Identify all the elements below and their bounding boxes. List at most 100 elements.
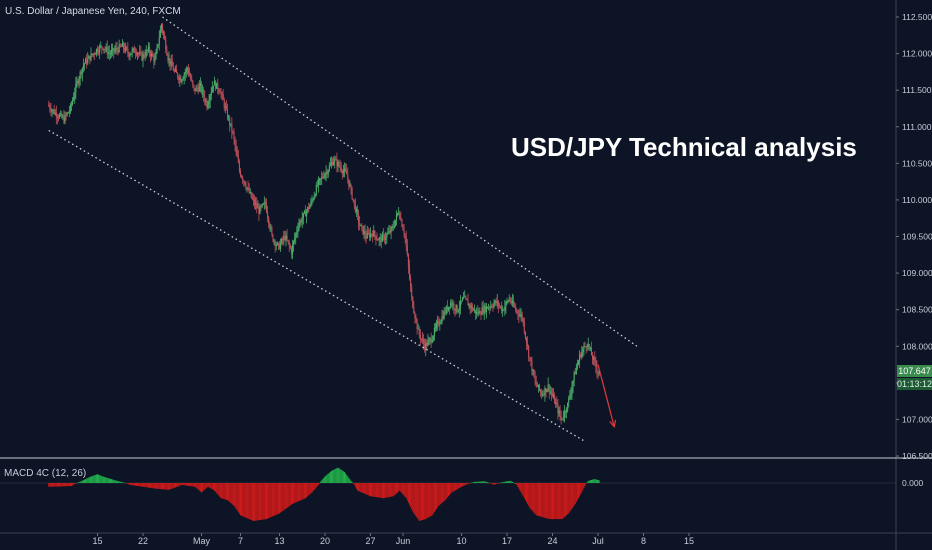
candle-body — [512, 300, 515, 306]
macd-bar — [178, 483, 180, 487]
candle-body — [258, 207, 260, 214]
macd-bar — [245, 483, 247, 518]
macd-bar — [249, 483, 251, 520]
macd-bar — [516, 483, 518, 485]
macd-bar — [78, 482, 80, 483]
macd-bar — [472, 482, 474, 483]
candle-body — [259, 206, 261, 214]
macd-bar — [231, 483, 233, 504]
candle-body — [209, 95, 211, 102]
candle-body — [545, 388, 547, 393]
candle-body — [361, 224, 363, 226]
macd-bar — [441, 483, 443, 503]
macd-bar — [162, 483, 163, 490]
candle-body — [83, 63, 86, 65]
candle-body — [238, 162, 240, 171]
candle-body — [152, 53, 154, 57]
macd-bar — [243, 483, 245, 517]
macd-bar — [71, 483, 72, 487]
candle-body — [371, 233, 373, 235]
macd-bar — [194, 483, 196, 487]
candle-body — [445, 306, 447, 314]
candle-body — [579, 354, 581, 362]
candle-body — [459, 300, 461, 308]
candle-body — [311, 200, 313, 202]
macd-indicator-label[interactable]: MACD 4C (12, 26) — [4, 468, 87, 479]
candle-body — [85, 59, 87, 64]
candle-body — [362, 225, 364, 234]
candle-body — [233, 132, 235, 139]
macd-bar — [432, 483, 434, 514]
candle-body — [257, 207, 259, 209]
candle-body — [560, 416, 562, 420]
macd-bar — [267, 483, 269, 519]
candle-body — [217, 82, 219, 90]
macd-bar — [324, 476, 326, 483]
candle-body — [583, 345, 585, 350]
macd-bar — [471, 482, 473, 483]
candle-body — [213, 81, 216, 86]
candle-body — [359, 223, 361, 227]
candle-body — [490, 306, 492, 308]
descending-channel[interactable] — [48, 16, 638, 442]
candle-body — [381, 234, 383, 242]
macd-bar — [61, 483, 63, 487]
macd-bar — [269, 483, 271, 518]
macd-bar — [456, 483, 458, 490]
candle-body — [355, 209, 357, 212]
candle-body — [91, 53, 93, 55]
macd-bar — [159, 483, 161, 490]
candle-body — [350, 185, 352, 188]
macd-bar — [357, 483, 358, 491]
macd-bar — [90, 476, 92, 483]
macd-bar — [270, 483, 272, 518]
macd-bar — [164, 483, 166, 490]
macd-bar — [325, 475, 327, 483]
macd-bar — [598, 480, 600, 483]
symbol-title[interactable]: U.S. Dollar / Japanese Yen, 240, FXCM — [5, 6, 181, 17]
candle-body — [284, 236, 286, 240]
candle-body — [453, 303, 455, 309]
macd-bar — [489, 482, 491, 484]
candle-body — [265, 203, 268, 213]
candle-body — [164, 34, 166, 40]
candle-body — [423, 339, 425, 344]
candle-body — [271, 228, 273, 235]
candle-body — [589, 348, 591, 350]
candle-body — [538, 384, 541, 390]
candle-body — [197, 88, 199, 92]
candle-body — [495, 300, 497, 303]
macd-bar — [390, 483, 392, 497]
candle-body — [554, 395, 556, 404]
candle-body — [167, 55, 169, 61]
candle-body — [575, 367, 577, 375]
candle-body — [143, 54, 145, 57]
candle-body — [290, 248, 292, 254]
macd-bar — [417, 483, 419, 520]
macd-bar — [586, 482, 588, 483]
macd-bar — [392, 483, 394, 497]
macd-bar — [179, 483, 181, 486]
macd-bar — [118, 481, 120, 483]
candle-body — [338, 162, 340, 167]
candle-body — [328, 165, 330, 171]
candle-body — [367, 232, 369, 234]
candle-body — [92, 53, 94, 55]
candle-body — [87, 58, 89, 64]
candle-body — [574, 372, 576, 375]
candle-body — [179, 77, 181, 80]
candle-body — [531, 361, 533, 371]
macd-bar — [303, 483, 305, 499]
macd-bar — [485, 481, 487, 483]
candle-body — [317, 179, 320, 186]
macd-bar — [353, 483, 355, 485]
macd-bar — [363, 483, 365, 494]
y-tick-label: 111.000 — [902, 122, 932, 132]
candle-body — [187, 68, 190, 74]
candle-body — [158, 37, 160, 45]
macd-bar — [273, 483, 275, 516]
candle-body — [103, 48, 105, 50]
macd-bar — [171, 483, 173, 489]
candle-body — [55, 112, 57, 118]
